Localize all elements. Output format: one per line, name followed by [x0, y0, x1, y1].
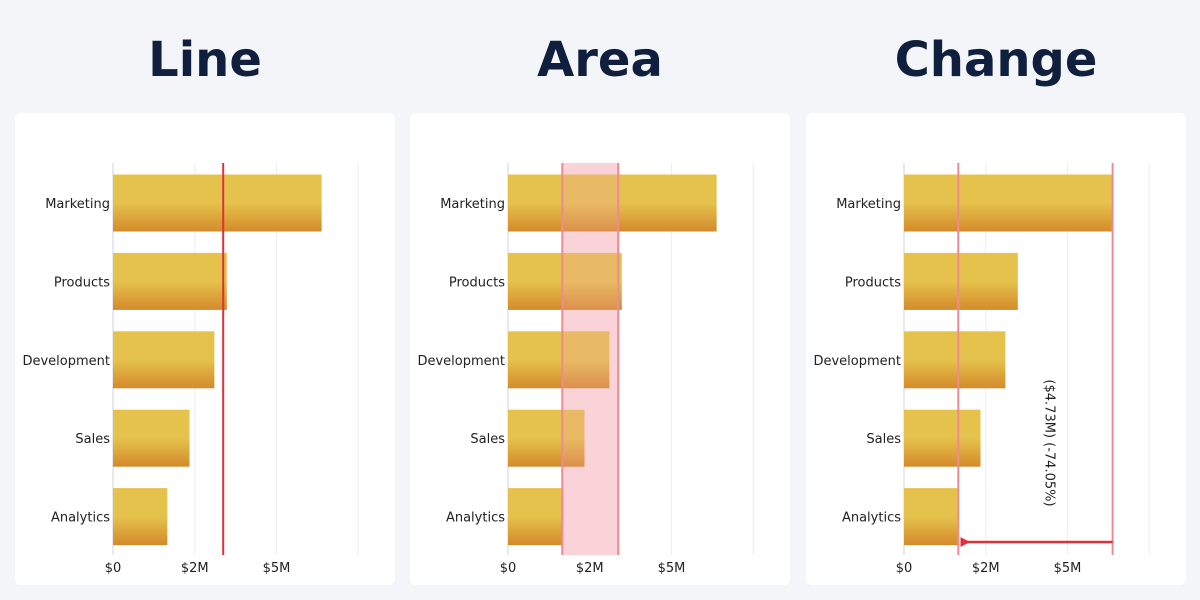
- bar: [904, 252, 1018, 310]
- x-tick-label: $0: [500, 561, 517, 576]
- category-label: Marketing: [836, 197, 901, 212]
- x-tick-label: $5M: [263, 561, 291, 576]
- panel-title-line: Line: [148, 32, 262, 88]
- category-label: Products: [54, 275, 110, 290]
- bar: [113, 488, 168, 546]
- change-label: ($4.73M) (-74.05%): [1041, 379, 1056, 506]
- x-tick-label: $0: [896, 561, 913, 576]
- highlight-band-overlay: [562, 163, 619, 555]
- bar: [113, 409, 190, 467]
- category-label: Sales: [470, 432, 505, 447]
- category-label: Products: [449, 275, 505, 290]
- bar: [904, 409, 981, 467]
- bar: [508, 488, 563, 546]
- x-tick-label: $2M: [181, 561, 209, 576]
- x-tick-label: $5M: [1054, 561, 1082, 576]
- chart-card-change: Marketing Products Development Sales Analyti…: [806, 113, 1186, 585]
- category-label: Development: [813, 354, 901, 369]
- chart-card-line: Marketing Products Development Sales Analyti…: [15, 113, 395, 585]
- category-label: Sales: [75, 432, 110, 447]
- category-label: Analytics: [842, 511, 901, 526]
- bar: [113, 331, 215, 389]
- panel-title-change: Change: [894, 32, 1098, 88]
- bar: [904, 174, 1113, 232]
- bar: [508, 174, 717, 232]
- category-label: Development: [22, 354, 110, 369]
- category-label: Development: [417, 354, 505, 369]
- category-label: Sales: [866, 432, 901, 447]
- category-label: Analytics: [51, 511, 110, 526]
- category-label: Products: [845, 275, 901, 290]
- bar: [508, 331, 610, 389]
- panel-title-area: Area: [537, 32, 663, 88]
- bar: [508, 252, 622, 310]
- bar: [113, 174, 322, 232]
- x-tick-label: $2M: [576, 561, 604, 576]
- bar: [904, 331, 1006, 389]
- x-tick-label: $0: [105, 561, 122, 576]
- category-label: Marketing: [45, 197, 110, 212]
- bar: [904, 488, 959, 546]
- chart-card-area: Marketing Products Development Sales Analyti…: [410, 113, 790, 585]
- x-tick-label: $5M: [658, 561, 686, 576]
- bar: [508, 409, 585, 467]
- bar-chart-change: Marketing Products Development Sales Analyti…: [813, 163, 1150, 576]
- bar-chart-area: Marketing Products Development Sales Analyti…: [417, 163, 754, 576]
- category-label: Analytics: [446, 511, 505, 526]
- bar: [113, 252, 227, 310]
- category-label: Marketing: [440, 197, 505, 212]
- x-tick-label: $2M: [972, 561, 1000, 576]
- bar-chart-line: Marketing Products Development Sales Analyti…: [22, 163, 359, 576]
